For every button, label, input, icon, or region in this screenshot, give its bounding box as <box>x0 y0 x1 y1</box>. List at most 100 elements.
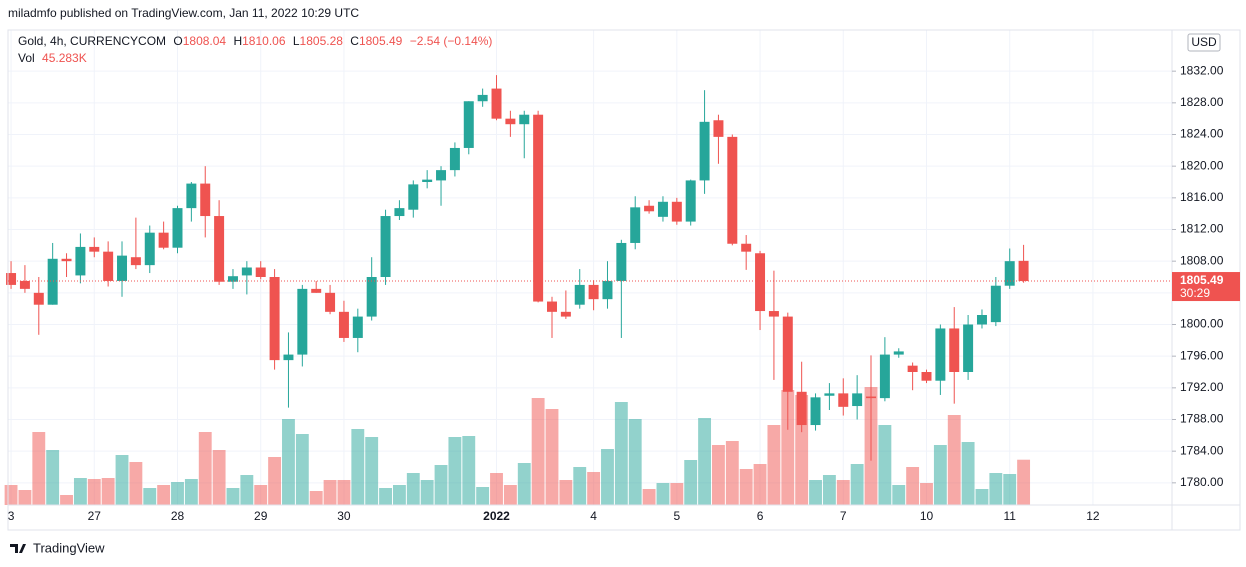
candle-body <box>852 393 863 407</box>
volume-bar <box>337 480 351 505</box>
y-tick-label: 1792.00 <box>1180 380 1224 394</box>
candle-body <box>186 183 197 209</box>
candle-body <box>61 258 72 262</box>
legend-volume-value: 45.283K <box>42 51 87 65</box>
volume-bar <box>878 425 892 505</box>
legend-symbol: Gold, 4h, CURRENCYCOM <box>18 34 166 48</box>
volume-bar <box>60 495 73 505</box>
volume-bar <box>781 390 795 505</box>
x-tick-label: 5 <box>673 509 680 523</box>
candle-body <box>1018 260 1029 282</box>
legend-change: −2.54 (−0.14%) <box>410 34 493 48</box>
legend-close-label: C <box>350 34 359 48</box>
legend-close: 1805.49 <box>359 34 403 48</box>
y-tick-label: 1816.00 <box>1180 190 1224 204</box>
volume-bar <box>670 483 684 505</box>
x-tick-label: 28 <box>171 509 185 523</box>
candle-body <box>602 280 613 300</box>
candle-body <box>1004 261 1015 286</box>
candle-body <box>727 136 738 244</box>
volume-bar <box>892 485 906 505</box>
candle-body <box>963 324 974 372</box>
y-tick-label: 1788.00 <box>1180 412 1224 426</box>
y-tick-label: 1808.00 <box>1180 253 1224 267</box>
x-tick-label: 4 <box>590 509 597 523</box>
volume-bar <box>392 485 406 505</box>
y-tick-label: 1784.00 <box>1180 443 1224 457</box>
x-tick-label: 12 <box>1086 509 1100 523</box>
volume-bar <box>739 469 753 505</box>
candle-body <box>755 253 766 312</box>
volume-bar <box>587 472 601 505</box>
y-tick-label: 1800.00 <box>1180 317 1224 331</box>
volume-bar <box>559 480 573 505</box>
candle-body <box>657 201 668 217</box>
volume-bar <box>503 485 517 505</box>
volume-bar <box>309 491 323 505</box>
volume-bar <box>198 432 212 505</box>
candle-body <box>130 257 141 266</box>
candle-body <box>699 121 710 181</box>
x-tick-label: 27 <box>88 509 102 523</box>
candle-body <box>505 118 516 125</box>
candle-body <box>214 216 225 282</box>
volume-bar <box>628 419 642 505</box>
legend-open: 1808.04 <box>183 34 227 48</box>
volume-bar <box>947 415 961 505</box>
volume-bar <box>46 450 60 505</box>
legend-open-label: O <box>173 34 182 48</box>
candle-body <box>227 276 238 282</box>
candle-body <box>117 255 128 281</box>
volume-bar <box>462 436 476 505</box>
candle-body <box>713 120 724 137</box>
candle-body <box>796 391 807 426</box>
candle-body <box>19 280 30 289</box>
x-tick-label: 7 <box>840 509 847 523</box>
volume-bar <box>601 449 614 505</box>
volume-bar <box>725 441 739 505</box>
volume-bar <box>573 467 587 505</box>
candle-body <box>311 288 322 293</box>
volume-bar <box>1003 474 1017 505</box>
header: miladmfo published on TradingView.com, J… <box>8 6 359 20</box>
candle-body <box>491 88 502 119</box>
candle-body <box>47 258 58 305</box>
candle-body <box>810 397 821 426</box>
y-tick-label: 1812.00 <box>1180 222 1224 236</box>
volume-bar <box>282 419 295 505</box>
volume-bar <box>18 490 32 505</box>
candle-body <box>644 205 655 212</box>
x-tick-label: 30 <box>337 509 351 523</box>
volume-bar <box>406 473 420 505</box>
candle-body <box>685 180 696 222</box>
candle-body <box>366 277 377 317</box>
volume-bar <box>212 450 226 505</box>
volume-bar <box>4 485 18 505</box>
volume-bar <box>822 475 836 505</box>
volume-bar <box>476 487 490 505</box>
candle-body <box>172 208 183 248</box>
volume-bar <box>129 462 143 505</box>
volume-bar <box>698 418 712 505</box>
volume-bar <box>73 478 87 505</box>
y-tick-label: 1780.00 <box>1180 475 1224 489</box>
candle-body <box>893 351 904 355</box>
candle-body <box>574 284 585 305</box>
legend-volume: Vol 45.283K <box>18 51 87 65</box>
currency[interactable]: USD <box>1191 35 1217 49</box>
volume-bar <box>767 425 781 505</box>
volume-bar <box>517 463 531 505</box>
candle-body <box>533 114 544 302</box>
volume-bar <box>87 479 101 505</box>
volume-bar <box>850 464 864 505</box>
candle-body <box>768 311 779 317</box>
volume-bar <box>1017 459 1031 505</box>
countdown: 30:29 <box>1180 286 1210 300</box>
currency-box[interactable] <box>1187 33 1221 52</box>
y-tick-label: 1820.00 <box>1180 158 1224 172</box>
last-price-box <box>1172 272 1240 302</box>
candle-body <box>741 243 752 252</box>
volume-bar <box>933 445 947 505</box>
candle-body <box>866 396 877 399</box>
